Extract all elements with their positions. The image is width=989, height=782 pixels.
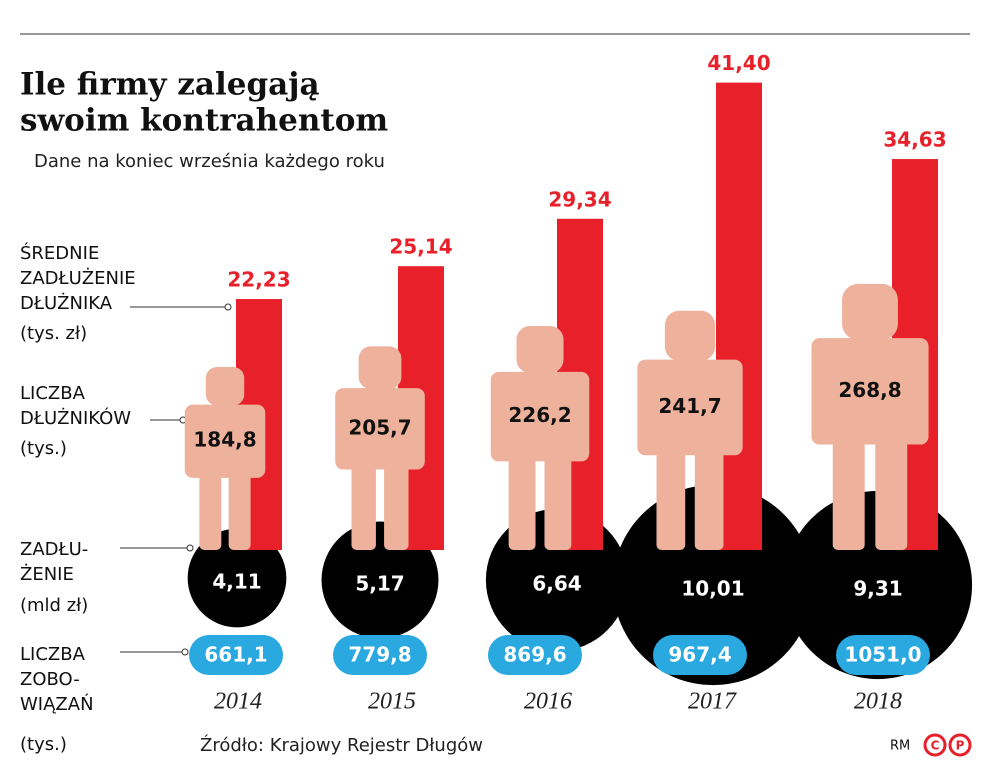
row-label: ŚREDNIE: [20, 242, 99, 264]
person-part: [544, 456, 572, 550]
obligations-pill: [189, 635, 283, 675]
obligations-pill: [836, 635, 930, 675]
value-label: 226,2: [508, 403, 571, 427]
row-label: ZOBO-: [20, 669, 80, 690]
x-tick-label: 2015: [368, 689, 416, 715]
person-part: [516, 326, 564, 374]
source: Źródło: Krajowy Rejestr Długów: [200, 734, 483, 756]
person-part: [228, 472, 251, 550]
person-part: [508, 456, 536, 550]
person-part: [490, 371, 590, 462]
value-label: 869,6: [503, 643, 566, 667]
chart-title: swoim kontrahentom: [20, 103, 388, 139]
person-part: [335, 388, 425, 470]
logo: [923, 733, 947, 757]
row-label: LICZBA: [20, 644, 86, 665]
x-tick-label: 2018: [854, 689, 902, 715]
value-label: 268,8: [838, 378, 901, 402]
value-label: 1051,0: [844, 643, 921, 667]
credit: RM: [890, 739, 910, 754]
person: [335, 346, 425, 550]
chart-subtitle: Dane na koniec września każdego roku: [34, 151, 385, 172]
row-label: WIĄZAŃ: [20, 693, 94, 715]
row-unit: (mld zł): [20, 595, 88, 616]
value-label: 25,14: [389, 235, 452, 259]
chart-title: Ile firmy zalegają: [20, 67, 320, 103]
row-label: DŁUŻNIKÓW: [20, 407, 131, 429]
value-label: 9,31: [853, 577, 902, 601]
person-part: [811, 338, 929, 445]
logo-letter: P: [956, 739, 965, 753]
value-label: 241,7: [658, 394, 721, 418]
person-part: [205, 367, 245, 406]
logo-letter: C: [931, 739, 940, 753]
value-label: 779,8: [348, 643, 411, 667]
value-label: 5,17: [355, 572, 404, 596]
row-label: ZADŁU-: [20, 539, 88, 560]
person-part: [875, 439, 908, 550]
person: [811, 283, 929, 550]
obligations-pill: [333, 635, 427, 675]
person-part: [358, 346, 402, 390]
value-label: 4,11: [212, 570, 261, 594]
value-label: 661,1: [204, 643, 267, 667]
row-unit: (tys.): [20, 734, 67, 755]
x-tick-label: 2014: [214, 689, 262, 715]
x-tick-label: 2016: [524, 689, 572, 715]
value-label: 41,40: [707, 51, 770, 75]
bar: [716, 82, 762, 550]
row-unit: (tys. zł): [20, 323, 87, 344]
person-part: [664, 310, 716, 361]
person-part: [184, 404, 266, 478]
person-part: [351, 464, 376, 550]
person: [184, 367, 266, 550]
value-label: 34,63: [883, 128, 946, 152]
person: [490, 326, 590, 550]
leader-dot: [224, 303, 232, 311]
debt-circle: [321, 521, 439, 639]
person-part: [842, 283, 898, 340]
person-part: [832, 439, 865, 550]
value-label: 22,23: [227, 268, 290, 292]
person-part: [637, 359, 743, 456]
leader-dot: [186, 544, 194, 552]
value-label: 10,01: [681, 577, 744, 601]
leader-dot: [181, 648, 189, 656]
person: [637, 310, 743, 550]
value-label: 967,4: [668, 643, 731, 667]
row-label: LICZBA: [20, 383, 86, 404]
value-label: 205,7: [348, 415, 411, 439]
person-part: [694, 450, 724, 550]
person-part: [656, 450, 686, 550]
debt-circle: [187, 528, 287, 628]
person-part: [384, 464, 409, 550]
row-label: DŁUŻNIKA: [20, 293, 113, 314]
value-label: 184,8: [193, 428, 256, 452]
row-label: ZADŁUŻENIE: [20, 268, 136, 289]
row-unit: (tys.): [20, 438, 67, 459]
logo: [948, 733, 972, 757]
value-label: 6,64: [532, 572, 581, 596]
value-label: 29,34: [548, 187, 611, 211]
row-label: ŻENIE: [20, 564, 74, 585]
obligations-pill: [653, 635, 747, 675]
obligations-pill: [488, 635, 582, 675]
person-part: [199, 472, 222, 550]
x-tick-label: 2017: [688, 689, 737, 715]
